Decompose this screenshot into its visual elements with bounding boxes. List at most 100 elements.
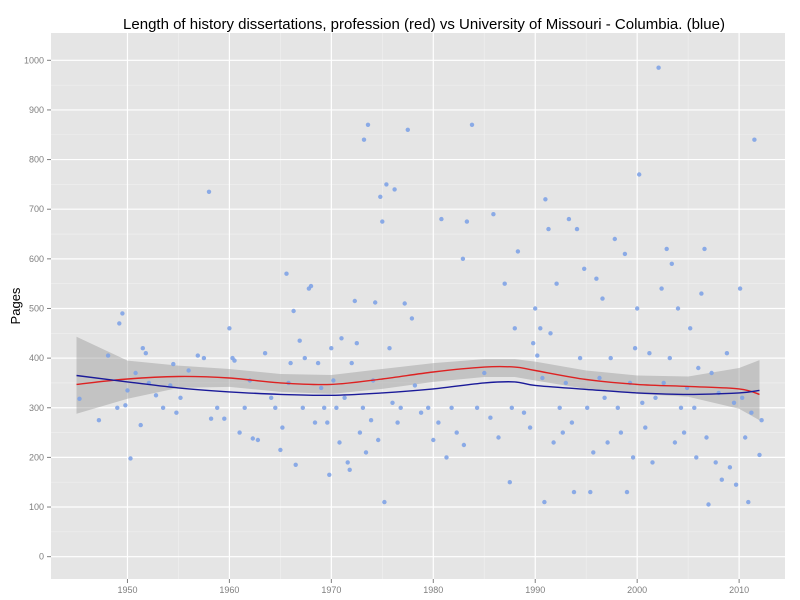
data-point [566,216,572,222]
data-point [418,410,424,415]
data-point [361,137,367,142]
data-point [653,395,658,400]
data-point [605,440,610,445]
data-point [208,416,214,421]
data-point [538,326,543,331]
data-point [405,127,410,132]
data-point [509,405,514,410]
data-point [531,341,536,346]
data-point [345,460,350,465]
data-point [331,378,336,383]
data-point [387,346,392,351]
data-point [574,226,580,232]
data-point [706,502,711,507]
data-point [560,430,565,435]
data-point [382,499,387,505]
data-point [329,346,334,351]
data-point [143,351,148,356]
data-point [688,326,693,331]
data-point [692,405,697,410]
data-point [656,65,661,70]
data-point [704,435,709,440]
data-point [749,410,754,415]
data-point [543,197,548,202]
data-point [392,187,397,192]
data-point [365,122,371,128]
data-point [461,442,467,448]
data-point [488,415,493,420]
data-point [293,462,298,467]
data-point [594,276,599,281]
data-point [105,353,111,358]
data-point [308,283,314,289]
data-point [588,489,593,495]
x-tick-label: 2010 [729,585,749,595]
data-point [409,316,415,321]
data-point [186,368,191,373]
data-point [436,420,441,425]
data-point [554,281,559,286]
data-point [376,437,381,443]
data-point [496,435,501,440]
data-point [117,321,122,326]
data-point [464,219,470,224]
data-point [757,452,762,458]
data-point [571,489,577,495]
data-point [632,346,638,351]
data-point [368,418,374,423]
data-point [227,326,232,331]
data-point [731,400,737,405]
data-point [702,246,707,252]
data-point [337,440,342,445]
data-point [597,375,602,381]
data-point [395,420,400,425]
y-tick-label: 900 [29,105,44,115]
x-tick-label: 1980 [423,585,443,595]
y-tick-label: 600 [29,254,44,264]
data-point [360,405,366,410]
data-point [439,216,444,222]
data-point [280,425,285,430]
data-point [402,301,407,306]
data-point [255,437,261,443]
grid-major [51,33,785,579]
data-point [719,477,724,482]
data-point [618,430,624,435]
data-point [222,416,227,421]
data-point [273,405,278,410]
data-point [577,355,583,361]
data-point [120,311,125,316]
data-point [759,418,764,423]
data-point [563,380,568,386]
data-point [128,456,133,461]
data-point [269,395,274,400]
x-axis: 1950 1960 1970 1980 1990 2000 2010 [117,579,749,595]
data-point [551,440,556,445]
data-point [727,465,733,470]
data-point [242,405,247,410]
data-point [602,395,607,400]
data-point [533,306,538,311]
data-point [667,355,672,361]
data-point [349,360,354,366]
data-point [546,226,551,232]
data-point [426,405,431,410]
data-point [669,261,674,266]
data-point [535,353,540,358]
data-point [469,122,475,128]
data-point [709,370,714,376]
data-point [681,430,687,435]
data-point [615,405,620,410]
data-point [733,482,739,487]
data-point [752,137,757,142]
data-point [630,455,636,460]
trend-lines-layer [76,365,760,397]
data-point [133,370,138,376]
data-point [138,422,143,428]
data-point [339,336,344,341]
data-point [542,499,547,505]
data-point [206,189,212,194]
plot-panel [51,33,785,579]
data-point [315,360,321,366]
